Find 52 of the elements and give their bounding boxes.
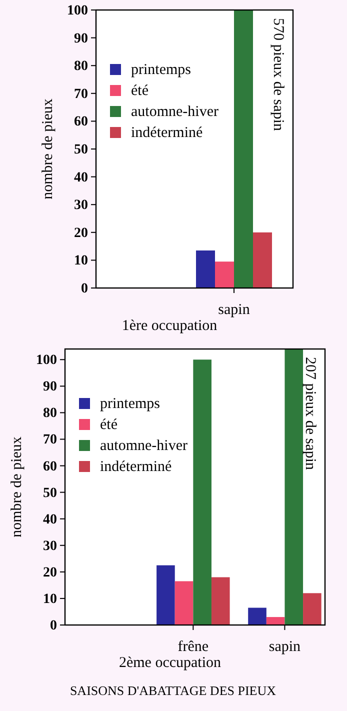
y-tick-label: 90 bbox=[43, 380, 57, 395]
y-tick-label: 100 bbox=[67, 3, 88, 18]
x-tick-label: sapin bbox=[218, 302, 250, 318]
legend-label: indéterminé bbox=[131, 125, 203, 141]
bar bbox=[196, 250, 215, 288]
bar bbox=[248, 608, 266, 625]
y-tick-label: 60 bbox=[43, 459, 57, 474]
y-axis-title: nombre de pieux bbox=[40, 98, 56, 200]
x-tick-label: sapin bbox=[268, 639, 302, 655]
bar bbox=[253, 232, 272, 288]
annotation: 570 pieux de sapin bbox=[270, 18, 286, 132]
legend-label: indéterminé bbox=[100, 459, 172, 475]
y-tick-label: 50 bbox=[74, 142, 88, 158]
bar bbox=[284, 349, 304, 625]
x-axis-title: 1ère occupation bbox=[122, 318, 218, 334]
y-tick-label: 20 bbox=[74, 226, 88, 241]
y-tick-label: 0 bbox=[50, 618, 57, 634]
bar bbox=[266, 617, 285, 625]
y-tick-label: 80 bbox=[74, 59, 88, 74]
x-axis-title: 2ème occupation bbox=[118, 655, 222, 671]
y-tick-label: 30 bbox=[74, 198, 88, 214]
x-tick-label: frêne bbox=[178, 639, 209, 655]
legend-label: printemps bbox=[100, 396, 160, 412]
y-tick-label: 50 bbox=[43, 486, 57, 501]
bar bbox=[156, 565, 175, 625]
y-tick-label: 20 bbox=[43, 565, 57, 580]
bar bbox=[215, 262, 234, 288]
y-tick-label: 80 bbox=[43, 406, 57, 422]
bar bbox=[303, 593, 322, 625]
y-tick-label: 10 bbox=[74, 254, 88, 269]
legend-label: printemps bbox=[131, 62, 192, 78]
bar bbox=[174, 581, 194, 625]
legend-label: été bbox=[131, 83, 149, 99]
legend-label: été bbox=[100, 417, 118, 433]
legend-label: automne-hiver bbox=[100, 438, 188, 454]
bar bbox=[193, 360, 212, 625]
y-tick-label: 30 bbox=[43, 538, 57, 554]
text: SAISONS D'ABATTAGE DES PIEUX bbox=[70, 683, 277, 698]
y-axis-title: nombre de pieux bbox=[9, 436, 25, 538]
y-tick-label: 10 bbox=[43, 592, 57, 607]
y-tick-label: 0 bbox=[81, 281, 88, 296]
annotation: 207 pieux de sapin bbox=[302, 357, 318, 470]
legend-label: automne-hiver bbox=[131, 104, 218, 120]
y-tick-label: 100 bbox=[36, 353, 57, 368]
y-tick-label: 40 bbox=[43, 512, 57, 528]
bar bbox=[211, 577, 230, 625]
y-tick-label: 70 bbox=[74, 86, 88, 102]
y-tick-label: 60 bbox=[74, 114, 88, 130]
y-tick-label: 40 bbox=[74, 170, 88, 186]
y-tick-label: 90 bbox=[74, 31, 88, 46]
bar bbox=[234, 10, 253, 288]
y-tick-label: 70 bbox=[43, 432, 57, 448]
